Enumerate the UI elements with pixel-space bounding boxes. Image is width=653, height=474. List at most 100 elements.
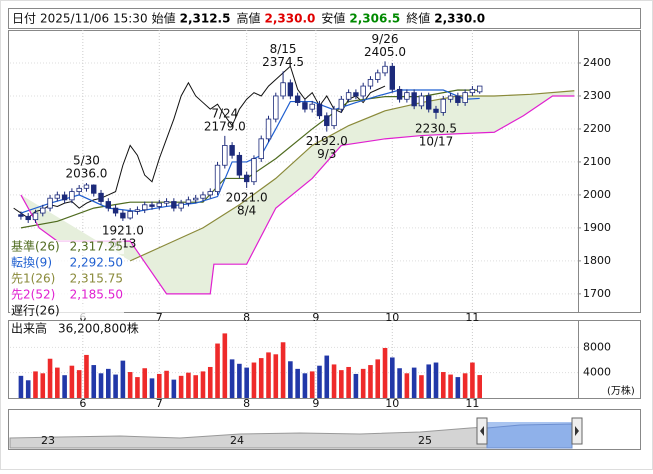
candle-body bbox=[91, 184, 97, 194]
volume-bar bbox=[455, 377, 461, 398]
volume-bar bbox=[353, 373, 359, 398]
volume-bar bbox=[113, 374, 118, 398]
x-tick-label: 8 bbox=[243, 397, 250, 410]
volume-bar bbox=[258, 358, 264, 398]
y-tick-label: 2300 bbox=[583, 89, 611, 102]
x-tick-label: 11 bbox=[465, 311, 479, 324]
handle-arrow bbox=[480, 426, 484, 436]
volume-bar bbox=[331, 364, 337, 398]
candle-body bbox=[411, 92, 417, 107]
volume-bar bbox=[244, 367, 249, 398]
y-tick-label: 2000 bbox=[583, 188, 611, 201]
y-tick-label: 1700 bbox=[583, 287, 611, 300]
legend-name: 先2(52) bbox=[11, 288, 55, 302]
candle-body bbox=[345, 92, 352, 100]
volume-bar bbox=[98, 373, 104, 398]
volume-bar bbox=[419, 375, 424, 398]
y-tick-label: 4000 bbox=[583, 366, 611, 379]
volume-bar bbox=[135, 377, 140, 398]
candle-body bbox=[396, 88, 403, 100]
annotation-date: 8/15 bbox=[270, 42, 297, 56]
legend-bg bbox=[10, 304, 124, 318]
header-value: 2,330.0 bbox=[264, 12, 315, 26]
volume-bar bbox=[426, 364, 432, 398]
header-value: 2,330.0 bbox=[434, 12, 485, 26]
volume-bar bbox=[25, 380, 31, 398]
header-label: 安値 bbox=[321, 11, 345, 26]
annotation-date: 5/30 bbox=[73, 154, 100, 168]
navigator-label: 25 bbox=[418, 434, 432, 447]
volume-bar bbox=[149, 378, 155, 398]
annotation-date: 10/17 bbox=[419, 134, 454, 148]
candle-body bbox=[200, 194, 206, 199]
y-tick-label: 1800 bbox=[583, 254, 611, 267]
volume-bar bbox=[448, 374, 453, 398]
candle-body bbox=[265, 118, 272, 140]
candle-body bbox=[25, 215, 31, 221]
header-label: 終値 bbox=[406, 11, 430, 26]
candle-body bbox=[47, 197, 53, 209]
candle-body bbox=[338, 98, 345, 110]
volume-bar bbox=[433, 362, 439, 398]
candle-body bbox=[251, 158, 257, 183]
volume-bar bbox=[477, 375, 482, 398]
candle-body bbox=[273, 95, 279, 120]
annotation-price: 2192.0 bbox=[306, 134, 348, 148]
volume-bar bbox=[55, 367, 60, 398]
volume-bar bbox=[200, 371, 206, 398]
volume-bar bbox=[411, 367, 417, 398]
handle-arrow bbox=[575, 426, 579, 436]
volume-bar bbox=[222, 333, 228, 398]
volume-total: 36,200,800株 bbox=[58, 321, 139, 336]
annotation-date: 9/3 bbox=[317, 147, 336, 161]
legend-name: 転換(9) bbox=[11, 256, 52, 270]
candle-body bbox=[54, 194, 61, 199]
candle-body bbox=[258, 138, 264, 160]
x-tick-label: 7 bbox=[156, 397, 163, 410]
volume-bar bbox=[237, 363, 242, 398]
annotation-date: 8/4 bbox=[237, 203, 256, 217]
volume-bar bbox=[127, 372, 133, 398]
candle-body bbox=[32, 212, 39, 221]
volume-bar bbox=[164, 370, 169, 398]
ichimoku-cloud bbox=[20, 90, 575, 294]
header-value: 2,312.5 bbox=[180, 12, 231, 26]
header-label: 始値 bbox=[152, 11, 176, 26]
volume-bar bbox=[62, 375, 67, 398]
candle-body bbox=[163, 201, 170, 204]
candle-body bbox=[360, 85, 366, 97]
candle-body bbox=[149, 204, 155, 207]
volume-bar bbox=[215, 343, 220, 398]
annotation-price: 2021.0 bbox=[226, 190, 268, 204]
y-tick-label: 1900 bbox=[583, 221, 611, 234]
volume-bar bbox=[346, 366, 351, 398]
volume-bar bbox=[288, 361, 293, 398]
volume-bar bbox=[156, 373, 162, 398]
candle-body bbox=[40, 207, 46, 214]
candle-body bbox=[404, 92, 410, 100]
candle-body bbox=[433, 108, 439, 113]
volume-bar bbox=[397, 368, 402, 398]
volume-bar bbox=[309, 371, 315, 398]
candle-body bbox=[389, 65, 396, 90]
candle-body bbox=[287, 82, 294, 97]
legend-name: 先1(26) bbox=[11, 272, 55, 286]
annotation-price: 2230.5 bbox=[415, 121, 457, 135]
legend-value: 2,292.50 bbox=[70, 256, 123, 270]
y-tick-label: 2100 bbox=[583, 155, 611, 168]
x-tick-label: 8 bbox=[243, 311, 250, 324]
volume-bar bbox=[360, 368, 366, 398]
volume-bar bbox=[142, 368, 148, 398]
volume-title: 出来高 bbox=[11, 321, 47, 336]
volume-bar bbox=[47, 358, 53, 398]
volume-bar bbox=[207, 366, 213, 398]
candle-body bbox=[120, 212, 126, 219]
x-tick-label: 6 bbox=[79, 397, 86, 410]
candle-body bbox=[127, 211, 133, 219]
y-tick-label: 2200 bbox=[583, 122, 611, 135]
volume-bar bbox=[440, 372, 446, 398]
candle-body bbox=[382, 65, 388, 74]
volume-bar bbox=[178, 375, 184, 398]
volume-bar bbox=[302, 373, 308, 398]
